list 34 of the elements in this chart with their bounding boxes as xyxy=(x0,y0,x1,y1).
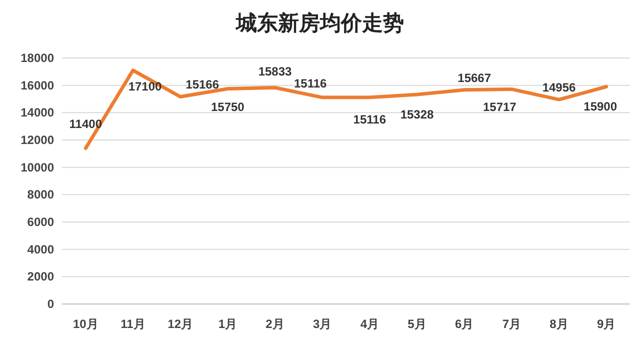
y-tick-label: 2000 xyxy=(27,270,54,284)
data-label: 15328 xyxy=(400,108,434,122)
y-tick-label: 18000 xyxy=(20,51,54,65)
data-label: 15667 xyxy=(458,70,492,85)
y-tick-label: 14000 xyxy=(20,106,54,120)
data-label: 15166 xyxy=(186,78,220,92)
x-tick-label: 4月 xyxy=(360,317,380,331)
x-tick-label: 12月 xyxy=(168,317,194,331)
data-label: 15116 xyxy=(353,112,386,126)
x-tick-label: 11月 xyxy=(120,317,146,331)
x-tick-label: 9月 xyxy=(596,317,616,331)
y-tick-label: 12000 xyxy=(20,133,54,147)
chart-title: 城东新房均价走势 xyxy=(235,11,404,35)
data-label: 17100 xyxy=(128,79,162,94)
x-tick-label: 2月 xyxy=(266,317,284,331)
data-label: 14956 xyxy=(542,80,576,95)
data-label: 15116 xyxy=(294,76,328,90)
x-tick-label: 8月 xyxy=(550,317,568,331)
y-tick-label: 16000 xyxy=(20,78,54,92)
x-tick-label: 10月 xyxy=(72,317,98,331)
data-label: 15833 xyxy=(258,64,292,79)
y-tick-label: 10000 xyxy=(20,160,54,174)
data-label: 15900 xyxy=(584,100,618,114)
x-tick-label: 1月 xyxy=(218,317,238,331)
x-tick-label: 5月 xyxy=(408,317,426,331)
data-label: 15750 xyxy=(210,100,245,114)
x-tick-label: 3月 xyxy=(312,317,332,331)
y-tick-label: 6000 xyxy=(27,215,54,229)
y-tick-label: 4000 xyxy=(27,242,54,256)
x-tick-label: 7月 xyxy=(502,317,522,331)
data-label: 15717 xyxy=(482,100,517,114)
y-tick-label: 0 xyxy=(47,297,54,311)
y-tick-label: 8000 xyxy=(27,188,54,202)
x-tick-label: 6月 xyxy=(454,317,474,331)
